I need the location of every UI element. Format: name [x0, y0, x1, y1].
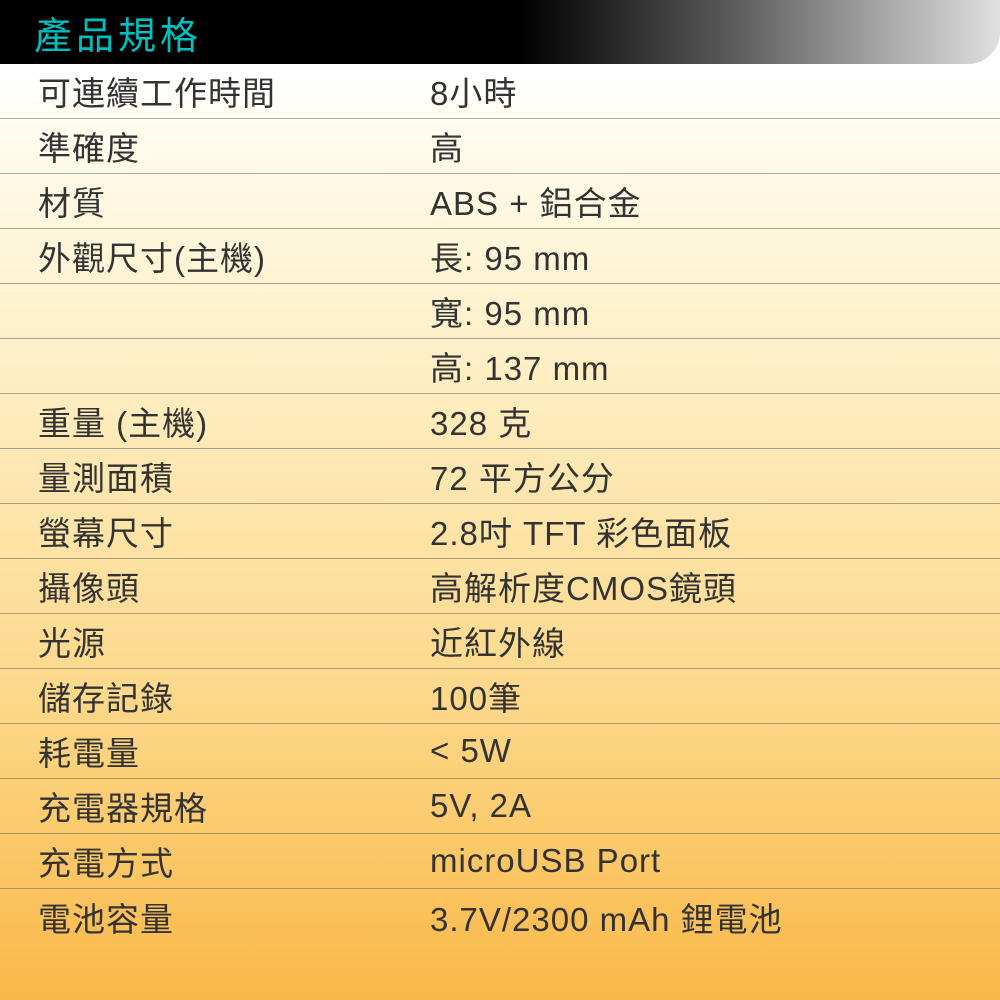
spec-label: 可連續工作時間 — [0, 67, 430, 115]
spec-label: 量測面積 — [0, 452, 430, 500]
table-row: 充電方式 microUSB Port — [0, 834, 1000, 889]
spec-value: microUSB Port — [430, 842, 1000, 880]
table-row: 量測面積 72 平方公分 — [0, 449, 1000, 504]
table-row: 高: 137 mm — [0, 339, 1000, 394]
spec-label: 螢幕尺寸 — [0, 507, 430, 555]
table-row: 螢幕尺寸 2.8吋 TFT 彩色面板 — [0, 504, 1000, 559]
table-row: 重量 (主機) 328 克 — [0, 394, 1000, 449]
spec-value: 2.8吋 TFT 彩色面板 — [430, 507, 1000, 555]
spec-value: 寬: 95 mm — [430, 287, 1000, 335]
spec-label: 準確度 — [0, 122, 430, 170]
spec-label: 攝像頭 — [0, 562, 430, 610]
table-row: 可連續工作時間 8小時 — [0, 64, 1000, 119]
table-row: 光源 近紅外線 — [0, 614, 1000, 669]
spec-label: 重量 (主機) — [0, 397, 430, 445]
spec-label: 充電方式 — [0, 837, 430, 885]
spec-label: 光源 — [0, 617, 430, 665]
table-row: 材質 ABS + 鋁合金 — [0, 174, 1000, 229]
spec-value: 長: 95 mm — [430, 232, 1000, 280]
table-row: 準確度 高 — [0, 119, 1000, 174]
spec-header-title: 產品規格 — [34, 5, 202, 60]
table-row: 充電器規格 5V, 2A — [0, 779, 1000, 834]
spec-table: 可連續工作時間 8小時 準確度 高 材質 ABS + 鋁合金 外觀尺寸(主機) … — [0, 64, 1000, 944]
spec-value: 100筆 — [430, 672, 1000, 720]
table-row: 外觀尺寸(主機) 長: 95 mm — [0, 229, 1000, 284]
spec-value: 近紅外線 — [430, 617, 1000, 665]
spec-label: 電池容量 — [0, 893, 430, 941]
spec-value: 72 平方公分 — [430, 452, 1000, 500]
spec-value: 8小時 — [430, 67, 1000, 115]
table-row: 儲存記錄 100筆 — [0, 669, 1000, 724]
spec-value: 高 — [430, 122, 1000, 170]
spec-label: 材質 — [0, 177, 430, 225]
table-row: 攝像頭 高解析度CMOS鏡頭 — [0, 559, 1000, 614]
spec-value: 高解析度CMOS鏡頭 — [430, 562, 1000, 610]
spec-value: 3.7V/2300 mAh 鋰電池 — [430, 893, 1000, 941]
spec-value: 328 克 — [430, 397, 1000, 445]
spec-value: ABS + 鋁合金 — [430, 177, 1000, 225]
spec-label: 外觀尺寸(主機) — [0, 232, 430, 280]
spec-value: 高: 137 mm — [430, 342, 1000, 390]
spec-value: 5V, 2A — [430, 787, 1000, 825]
spec-label: 充電器規格 — [0, 782, 430, 830]
spec-label: 耗電量 — [0, 727, 430, 775]
table-row: 耗電量 < 5W — [0, 724, 1000, 779]
table-row: 電池容量 3.7V/2300 mAh 鋰電池 — [0, 889, 1000, 944]
spec-label: 儲存記錄 — [0, 672, 430, 720]
table-row: 寬: 95 mm — [0, 284, 1000, 339]
spec-value: < 5W — [430, 732, 1000, 770]
spec-header: 產品規格 — [0, 0, 1000, 64]
